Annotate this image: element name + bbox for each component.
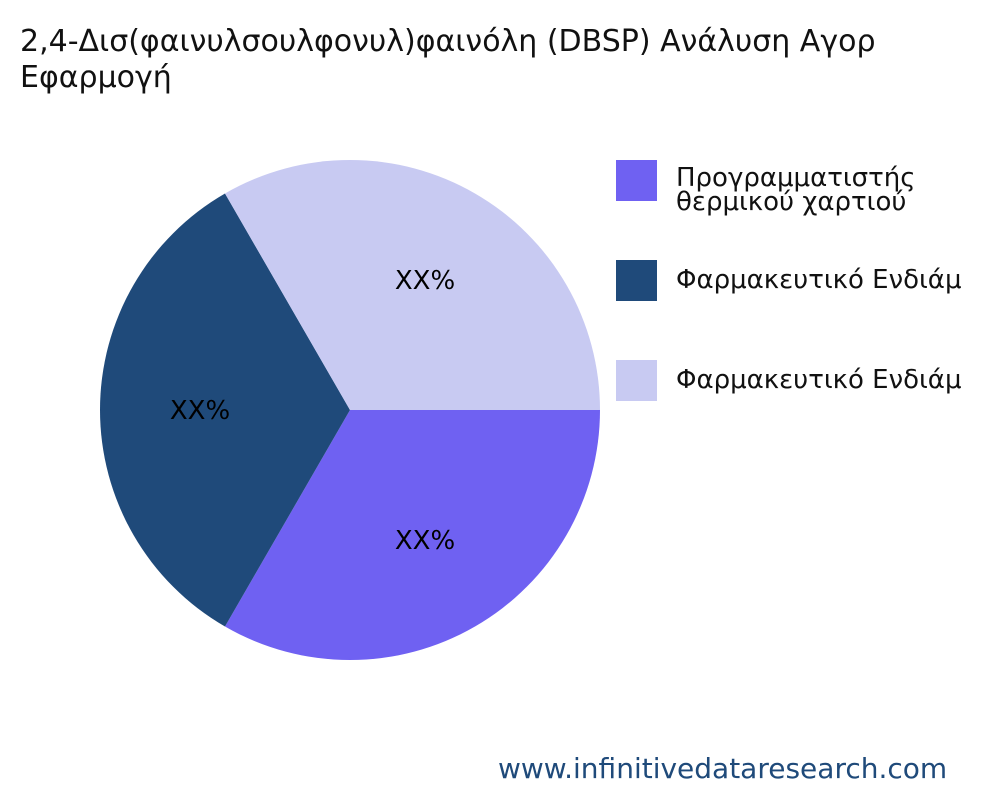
legend-label-0-line-2: θερμικού χαρτιού	[676, 187, 907, 217]
legend-swatch-0	[616, 160, 657, 201]
slice-data-label-1: XX%	[170, 396, 230, 426]
slice-data-label-0: XX%	[395, 526, 455, 556]
watermark-link[interactable]: www.infinitivedataresearch.com	[498, 752, 948, 785]
legend-item-0: Προγραμματιστής θερμικού χαρτιού	[616, 160, 916, 217]
chart-title: 2,4-Δισ(φαινυλσουλφονυλ)φαινόλη (DBSP) Α…	[20, 24, 875, 96]
legend-item-1: Φαρμακευτικό Ενδιάμ	[616, 260, 962, 301]
legend-swatch-2	[616, 360, 657, 401]
legend-swatch-1	[616, 260, 657, 301]
legend-label-1: Φαρμακευτικό Ενδιάμ	[676, 265, 962, 295]
chart-title-line-1: 2,4-Δισ(φαινυλσουλφονυλ)φαινόλη (DBSP) Α…	[20, 24, 876, 59]
pie-slice-0	[225, 410, 600, 660]
pie-slice-2	[225, 160, 600, 410]
legend-label-0-line-1: Προγραμματιστής	[676, 163, 916, 193]
legend-label-2: Φαρμακευτικό Ενδιάμ	[676, 365, 962, 395]
chart-title-line-2: Εφαρμογή	[20, 60, 172, 95]
legend-item-2: Φαρμακευτικό Ενδιάμ	[616, 360, 962, 401]
slice-data-label-2: XX%	[395, 266, 455, 296]
